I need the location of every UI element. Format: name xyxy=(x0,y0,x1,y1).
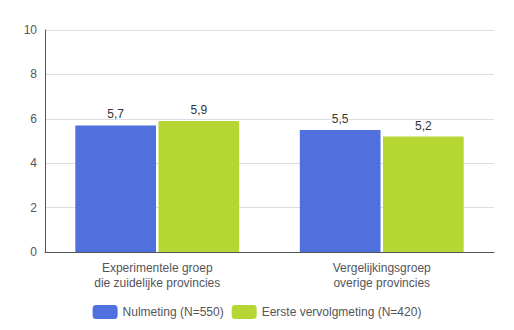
svg-text:Vergelijkingsgroep: Vergelijkingsgroep xyxy=(333,261,431,275)
svg-text:overige provincies: overige provincies xyxy=(333,276,430,290)
svg-text:0: 0 xyxy=(30,245,37,259)
svg-text:Nulmeting (N=550): Nulmeting (N=550) xyxy=(123,305,224,319)
svg-text:5,7: 5,7 xyxy=(107,107,124,121)
svg-text:5,9: 5,9 xyxy=(190,103,207,117)
svg-text:die zuidelijke provincies: die zuidelijke provincies xyxy=(94,276,220,290)
svg-text:5,2: 5,2 xyxy=(415,119,432,133)
svg-text:Experimentele groep: Experimentele groep xyxy=(102,261,213,275)
svg-text:4: 4 xyxy=(30,156,37,170)
svg-text:6: 6 xyxy=(30,112,37,126)
svg-text:5,5: 5,5 xyxy=(332,112,349,126)
svg-text:Eerste vervolgmeting (N=420): Eerste vervolgmeting (N=420) xyxy=(262,305,422,319)
svg-text:10: 10 xyxy=(24,23,38,37)
svg-text:8: 8 xyxy=(30,67,37,81)
svg-text:2: 2 xyxy=(30,201,37,215)
